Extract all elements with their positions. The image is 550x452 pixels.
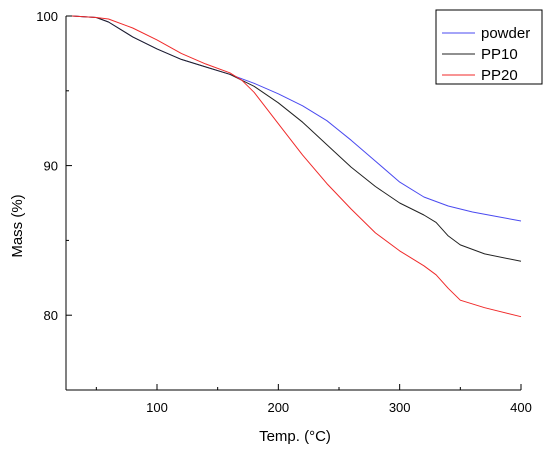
series-line-pp20 [72, 15, 522, 318]
y-tick-label: 80 [44, 308, 58, 323]
axes [65, 16, 521, 391]
legend-box [435, 9, 543, 85]
series-line-pp10 [72, 15, 522, 262]
y-axis-label: Mass (%) [9, 194, 26, 257]
x-axis-label: Temp. (°C) [259, 428, 331, 445]
y-tick-label: 100 [36, 9, 58, 24]
legend-label-powder: powder [481, 25, 530, 42]
y-axis-ticks: 80 90 100 [36, 9, 72, 391]
legend-label-pp10: PP10 [481, 46, 518, 63]
x-tick-label: 200 [267, 400, 289, 415]
x-axis-ticks: 100 200 300 400 [95, 384, 532, 415]
plot-lines [72, 15, 522, 318]
x-tick-label: 400 [510, 400, 532, 415]
x-tick-label: 100 [146, 400, 168, 415]
legend-label-pp20: PP20 [481, 67, 518, 84]
x-tick-label: 300 [389, 400, 411, 415]
y-tick-label: 90 [44, 159, 58, 174]
legend: powder PP10 PP20 [435, 9, 543, 85]
